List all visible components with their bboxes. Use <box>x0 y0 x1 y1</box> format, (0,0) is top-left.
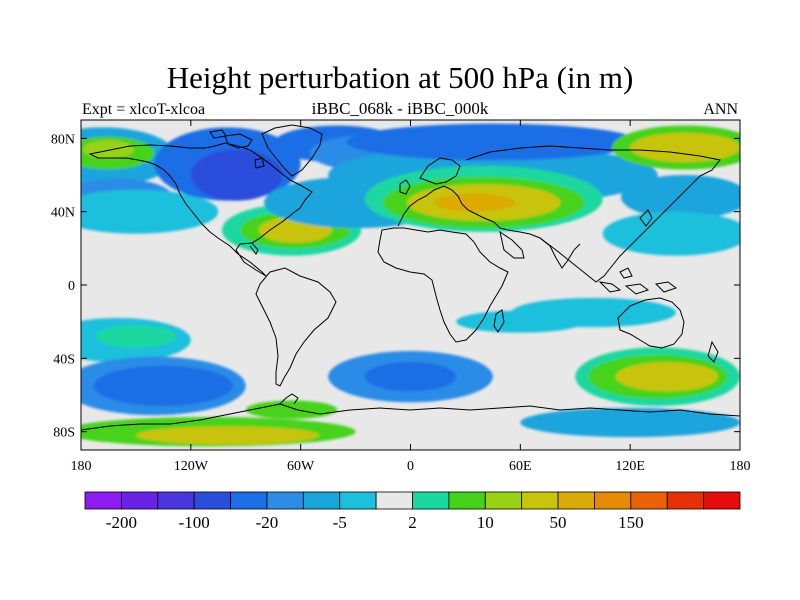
colorbar-swatch <box>412 491 450 510</box>
japan-coastline <box>639 209 653 227</box>
colorbar-swatch <box>666 491 705 510</box>
x-tick-label: 120E <box>615 459 645 474</box>
greenland-coastline <box>261 124 323 177</box>
contour-region <box>621 175 740 219</box>
x-tick-label: 0 <box>407 459 414 474</box>
colorbar-label: -100 <box>179 513 210 532</box>
colorbar-swatch <box>266 491 304 510</box>
contour-region <box>245 400 338 419</box>
antarctic-peninsula-coastline <box>279 393 299 405</box>
y-tick-label: 80S <box>53 426 75 441</box>
antarctica-coastline <box>81 403 740 431</box>
colorbar-swatch <box>120 491 159 510</box>
florida-coastline <box>249 242 259 255</box>
contour-region <box>630 132 740 163</box>
colorbar-swatch <box>703 491 741 510</box>
season-label: ANN <box>703 101 738 118</box>
colorbar-labels: -200 -100 -20 -5 2 10 50 150 <box>106 513 644 532</box>
colorbar-swatch <box>302 491 341 510</box>
colorbar <box>84 491 741 510</box>
x-tick-label: 60W <box>287 459 315 474</box>
colorbar-label: 2 <box>408 513 417 532</box>
contour-region <box>602 211 740 256</box>
south-america-coastline <box>255 267 337 387</box>
colorbar-swatch <box>193 491 231 510</box>
comparison-label: iBBC_068k - iBBC_000k <box>311 99 489 118</box>
india-coastline <box>539 237 581 269</box>
colorbar-label: 10 <box>477 513 494 532</box>
contour-region <box>346 123 640 161</box>
colorbar-label: 50 <box>550 513 567 532</box>
australia-coastline <box>617 297 685 349</box>
contour-region <box>190 149 283 201</box>
colorbar-swatch <box>557 491 595 510</box>
europe-africa-coastline <box>377 227 509 343</box>
x-tick-label: 60E <box>509 459 532 474</box>
colorbar-swatch <box>594 491 632 510</box>
colorbar-label: -20 <box>256 513 279 532</box>
map-panel: 180 120W 60W 0 60E 120E 180 80N 40N 0 40S 80S <box>51 119 751 474</box>
y-tick-label: 0 <box>68 279 75 294</box>
colorbar-swatch <box>339 491 377 510</box>
x-tick-label: 180 <box>71 459 92 474</box>
colorbar-label: -200 <box>106 513 137 532</box>
colorbar-swatch <box>375 491 413 510</box>
contour-region <box>511 297 676 328</box>
north-america-coastline <box>88 142 313 277</box>
y-tick-label: 80N <box>51 132 75 147</box>
british-isles-coastline <box>399 179 411 195</box>
colorbar-swatch <box>230 491 268 510</box>
contour-region <box>95 325 177 348</box>
arabia-coastline <box>499 230 525 259</box>
colorbar-label: 150 <box>618 513 644 532</box>
y-tick-label: 40S <box>53 352 75 367</box>
colorbar-swatch <box>484 491 523 510</box>
contour-region <box>615 362 719 392</box>
contour-region <box>93 365 233 407</box>
asia-coastline <box>465 145 721 283</box>
x-tick-label: 120W <box>174 459 209 474</box>
new-zealand-coastline <box>707 340 719 363</box>
axis-tick-labels: 180 120W 60W 0 60E 120E 180 80N 40N 0 40S 80S <box>51 132 751 474</box>
europe-coastline <box>397 185 501 229</box>
scandinavia-coastline <box>419 157 461 185</box>
y-tick-label: 40N <box>51 206 75 221</box>
contour-region <box>434 193 515 212</box>
coastline-layer <box>81 124 740 431</box>
colorbar-label: -5 <box>333 513 347 532</box>
colorbar-swatch <box>521 491 559 510</box>
figure-title: Height perturbation at 500 hPa (in m) <box>166 60 634 95</box>
colorbar-swatch <box>84 491 122 510</box>
contour-region <box>364 362 457 392</box>
contour-region <box>135 426 319 445</box>
contour-field-layer <box>81 123 740 447</box>
arctic-islands-coastline <box>209 129 265 169</box>
madagascar-coastline <box>493 309 505 333</box>
axis-tick-layer <box>80 120 741 450</box>
experiment-label: Expt = xlcoT-xlcoa <box>82 101 206 118</box>
contour-region <box>520 407 740 438</box>
colorbar-swatch <box>630 491 668 510</box>
x-tick-label: 180 <box>730 459 751 474</box>
contour-region <box>82 140 135 159</box>
colorbar-swatch <box>157 491 195 510</box>
indonesia-coastline <box>598 267 678 295</box>
colorbar-swatch <box>448 491 486 510</box>
